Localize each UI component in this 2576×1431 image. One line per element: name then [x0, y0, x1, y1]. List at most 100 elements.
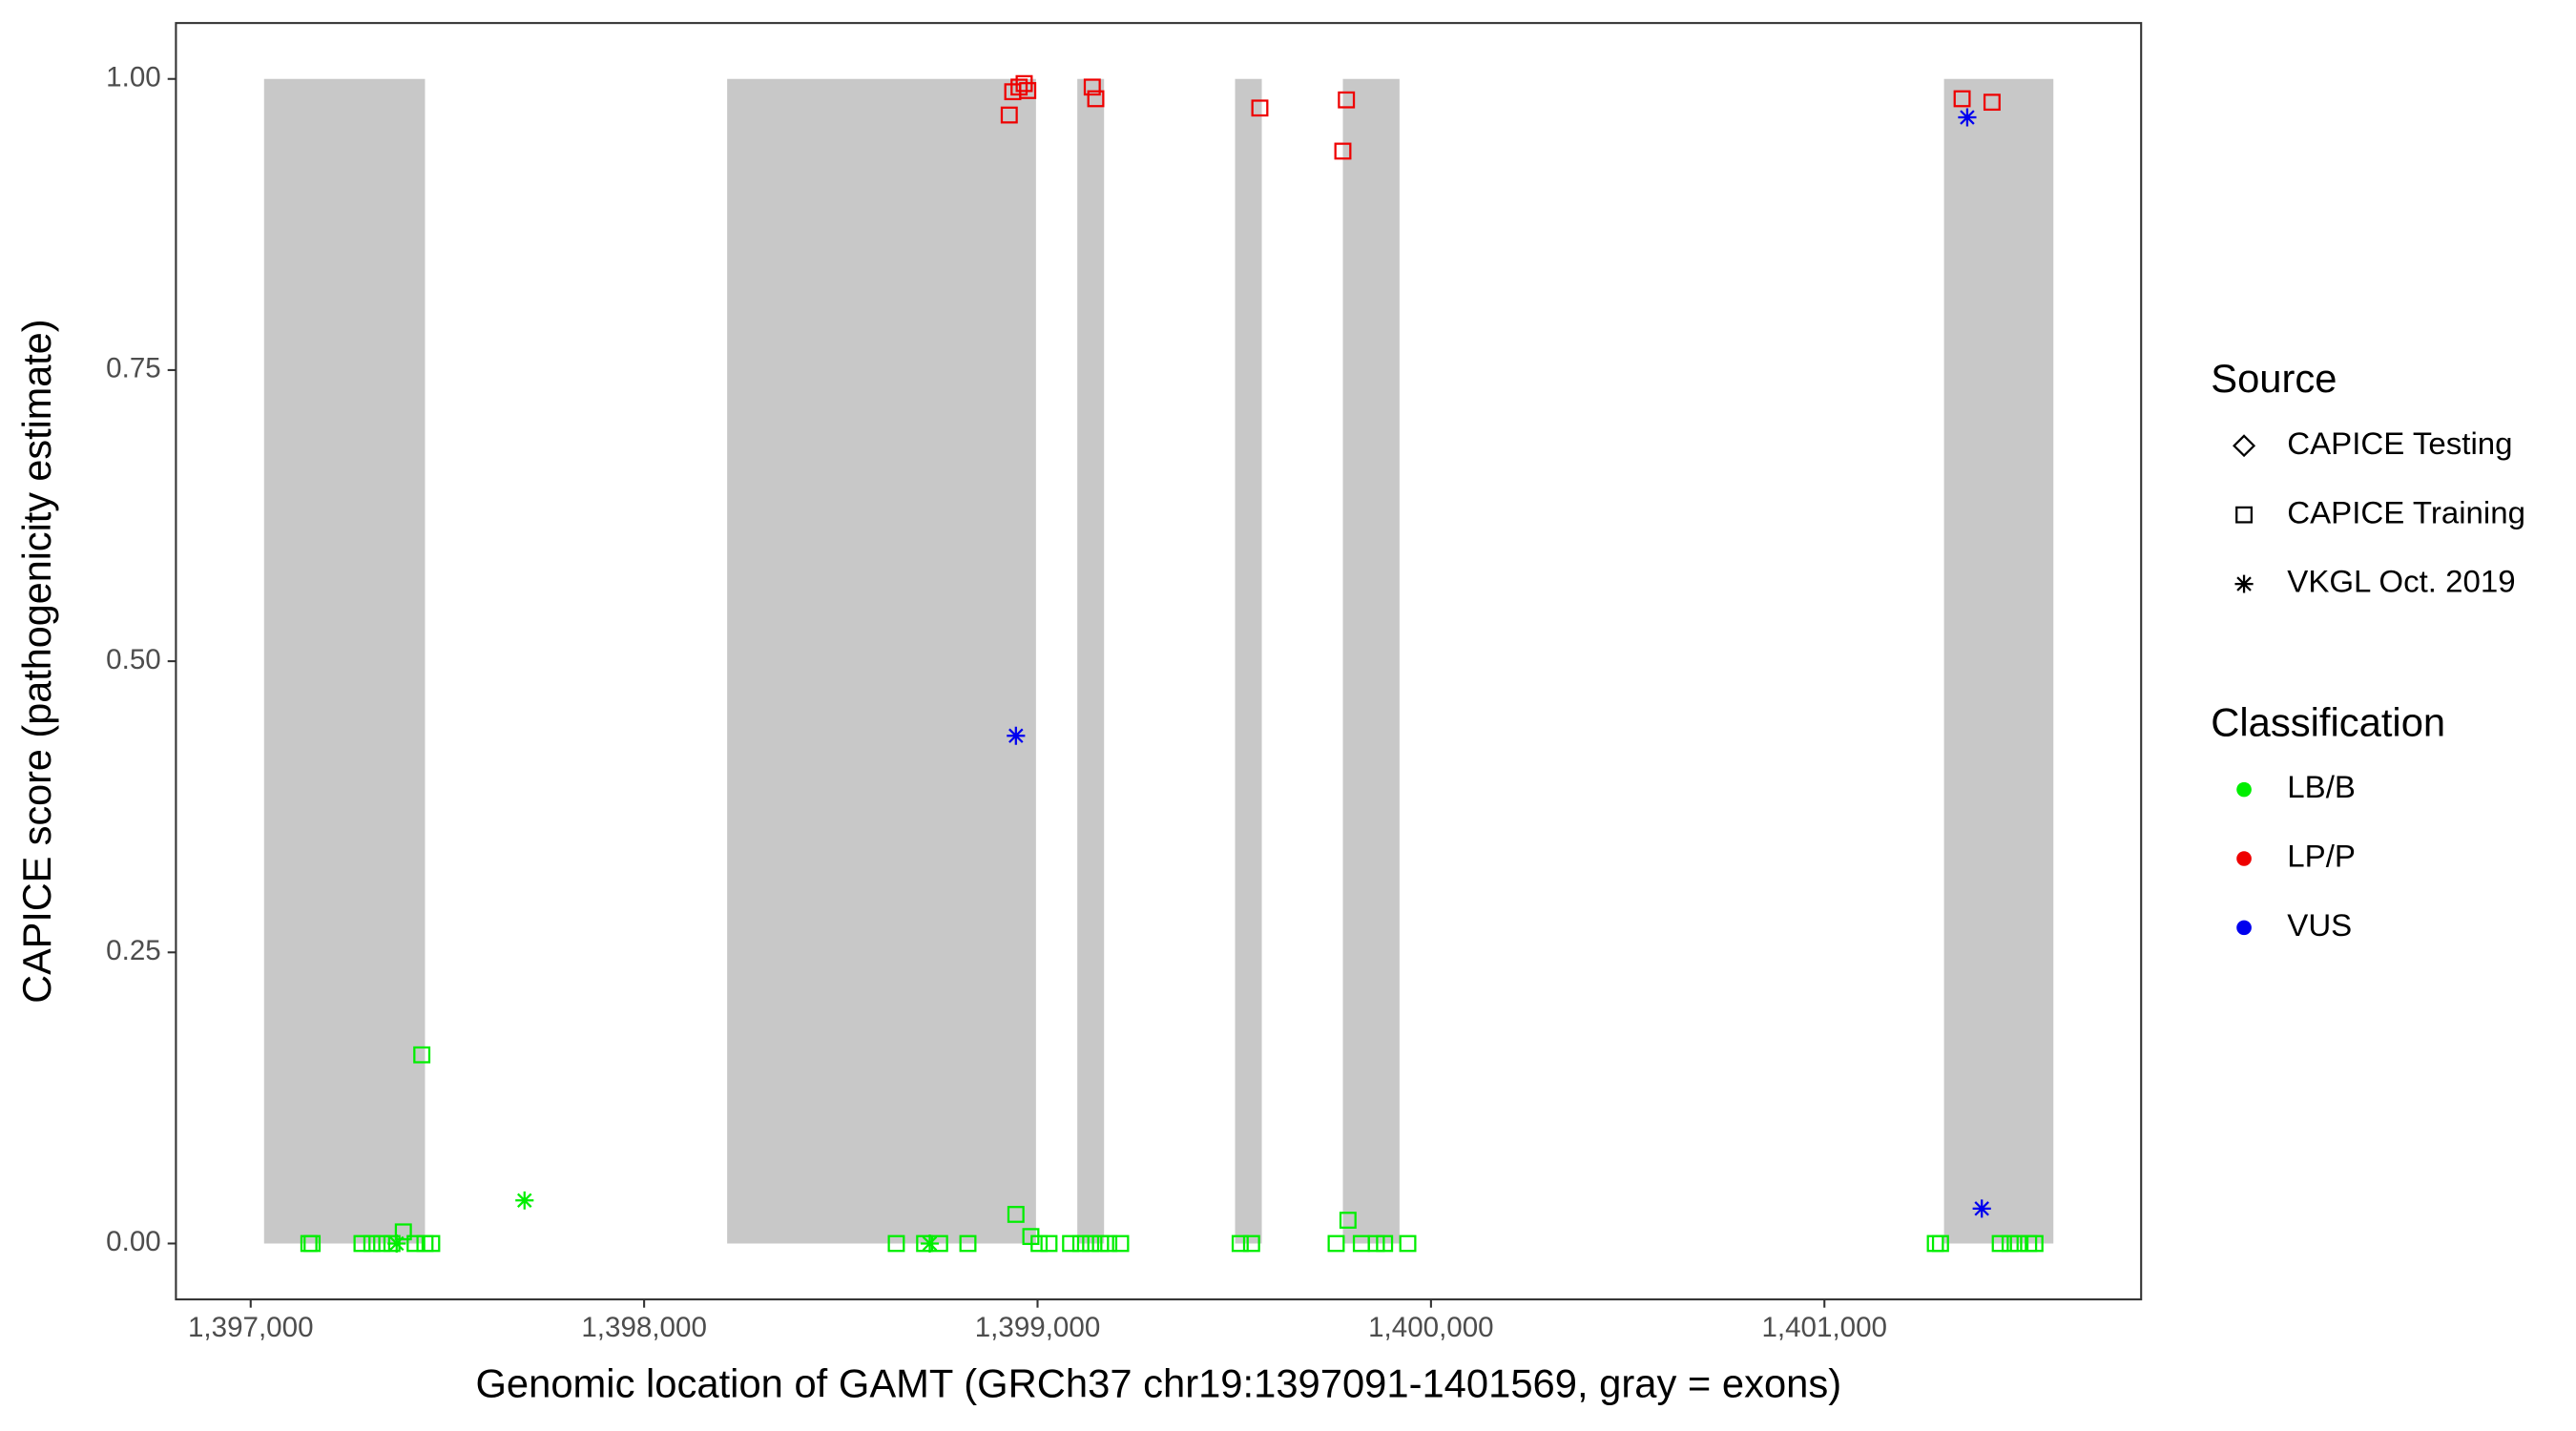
square — [1931, 1234, 1949, 1253]
square — [1376, 1234, 1394, 1253]
legend-key — [2233, 434, 2256, 458]
square — [2025, 1234, 2044, 1253]
point — [1983, 93, 2001, 112]
x-tick-label: 1,398,000 — [581, 1312, 707, 1343]
point — [1007, 1206, 1025, 1223]
square — [1010, 78, 1028, 96]
point — [1030, 1234, 1049, 1253]
point — [1007, 726, 1026, 745]
square — [353, 1234, 371, 1253]
diamond — [2233, 434, 2256, 458]
point — [1083, 78, 1101, 96]
point — [1376, 1234, 1394, 1253]
square — [1339, 1212, 1357, 1229]
point — [1339, 1212, 1357, 1229]
exon — [1342, 78, 1400, 1244]
square — [1030, 1234, 1049, 1253]
square — [1100, 1234, 1118, 1253]
point — [363, 1234, 381, 1253]
square — [1231, 1234, 1249, 1253]
point — [1040, 1234, 1058, 1253]
square — [1062, 1234, 1080, 1253]
point — [1010, 78, 1028, 96]
square — [303, 1234, 322, 1253]
square — [1327, 1234, 1345, 1253]
legend-label: VUS — [2287, 907, 2352, 943]
square — [406, 1234, 425, 1253]
point — [959, 1234, 977, 1253]
y-tick-label: 0.25 — [106, 935, 161, 966]
point — [1231, 1234, 1249, 1253]
exon — [1235, 78, 1262, 1244]
x-tick-label: 1,400,000 — [1368, 1312, 1494, 1343]
point — [515, 1191, 534, 1210]
square — [1111, 1234, 1130, 1253]
legend-label: LP/P — [2287, 839, 2356, 874]
point — [413, 1046, 431, 1064]
legend-key — [2236, 920, 2252, 936]
exon — [1943, 78, 2054, 1244]
point — [920, 1234, 940, 1253]
legend-key — [2235, 506, 2254, 524]
square — [2009, 1234, 2027, 1253]
point — [2009, 1234, 2027, 1253]
legend-key — [2236, 781, 2252, 798]
y-tick-label: 0.50 — [106, 644, 161, 675]
square — [423, 1234, 441, 1253]
square — [1991, 1234, 2009, 1253]
legend-label: CAPICE Testing — [2287, 425, 2512, 461]
x-tick-label: 1,397,000 — [188, 1312, 314, 1343]
square — [1019, 82, 1037, 99]
asterisk — [387, 1234, 406, 1253]
point — [1327, 1234, 1345, 1253]
square — [1334, 142, 1352, 160]
point — [887, 1234, 905, 1253]
point — [1931, 1234, 1949, 1253]
point — [1000, 106, 1018, 124]
legend-title: Classification — [2211, 699, 2445, 744]
y-axis-title: CAPICE score (pathogenicity estimate) — [14, 320, 59, 1004]
legend-key — [2234, 574, 2254, 593]
point — [1087, 90, 1105, 108]
square — [1983, 93, 2001, 112]
square — [1000, 106, 1018, 124]
point — [1972, 1199, 1991, 1218]
legend-key — [2236, 851, 2252, 866]
square — [2235, 506, 2254, 524]
square — [394, 1223, 412, 1241]
point — [1399, 1234, 1417, 1253]
legend-label: CAPICE Training — [2287, 494, 2525, 529]
x-tick-label: 1,399,000 — [975, 1312, 1101, 1343]
point — [1071, 1234, 1090, 1253]
point — [423, 1234, 441, 1253]
point — [394, 1223, 412, 1241]
legend-label: VKGL Oct. 2019 — [2287, 564, 2515, 599]
square — [1242, 1234, 1260, 1253]
legend-label: LB/B — [2287, 769, 2356, 804]
asterisk — [1007, 726, 1026, 745]
point — [1958, 108, 1977, 127]
square — [1007, 1206, 1025, 1223]
exon — [727, 78, 1036, 1244]
asterisk — [515, 1191, 534, 1210]
point — [1338, 91, 1356, 109]
point — [1019, 82, 1037, 99]
exon — [1077, 78, 1105, 1244]
y-tick-label: 0.00 — [106, 1226, 161, 1257]
points — [300, 74, 2044, 1253]
square — [1338, 91, 1356, 109]
square — [1071, 1234, 1090, 1253]
square — [363, 1234, 381, 1253]
square — [1399, 1234, 1417, 1253]
square — [1953, 90, 1971, 108]
point — [1111, 1234, 1130, 1253]
y-tick-label: 0.75 — [106, 353, 161, 384]
exons — [263, 78, 2054, 1244]
point — [1991, 1234, 2009, 1253]
asterisk — [1958, 108, 1977, 127]
square — [1251, 99, 1269, 117]
y-tick-label: 1.00 — [106, 62, 161, 93]
point — [1251, 99, 1269, 117]
